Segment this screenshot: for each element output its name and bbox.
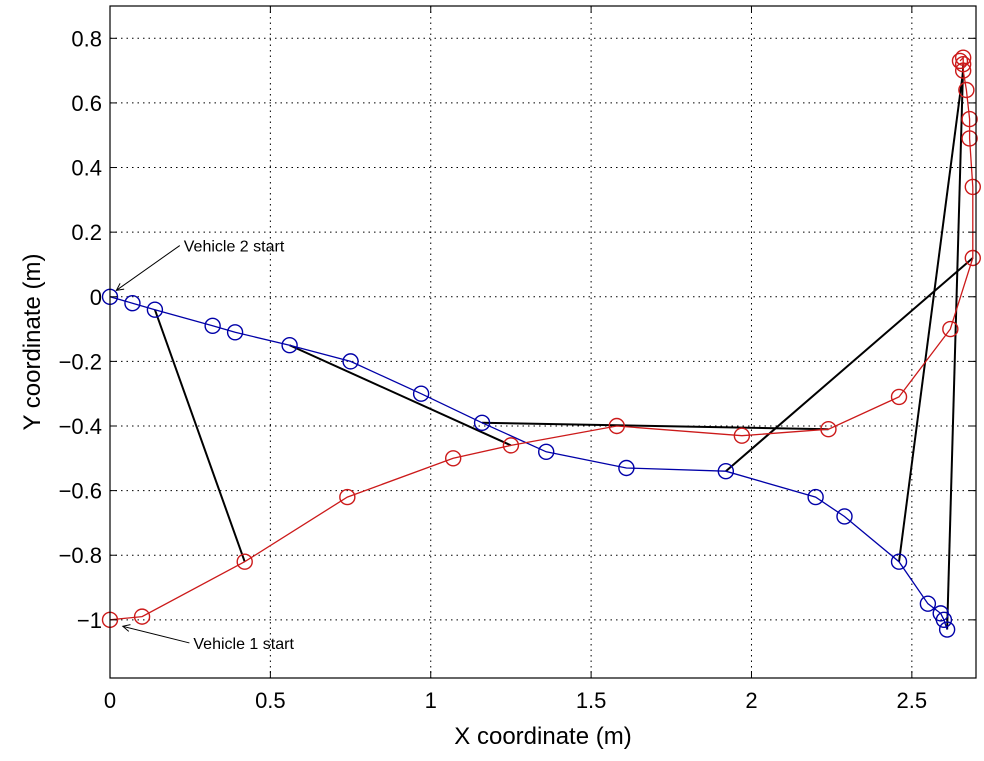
series-point xyxy=(124,295,141,312)
connector-line xyxy=(946,64,965,630)
series-point xyxy=(935,611,953,629)
series-point xyxy=(473,414,491,431)
x-axis-label: X coordinate (m) xyxy=(454,723,631,750)
y-axis-label: Y coordinate (m) xyxy=(19,254,46,431)
series-point xyxy=(226,324,244,341)
series-point xyxy=(964,249,981,267)
annotation-label: Vehicle 2 start xyxy=(184,239,285,256)
series-point xyxy=(942,320,959,338)
series-line xyxy=(109,56,974,621)
series-point xyxy=(836,508,853,525)
series-point xyxy=(954,49,972,66)
y-tick-label: 0 xyxy=(90,285,102,310)
connector-lines xyxy=(153,64,974,630)
annotations: Vehicle 2 start Vehicle 1 start xyxy=(115,239,294,653)
connector-line xyxy=(482,421,829,431)
annotation-arrowhead xyxy=(121,624,131,632)
series-1 xyxy=(101,288,956,638)
connector-line xyxy=(725,257,974,472)
series-point xyxy=(890,553,908,570)
y-tick-label: 0.6 xyxy=(71,91,102,116)
x-tick-label: 2 xyxy=(745,688,757,713)
series-point xyxy=(961,130,978,147)
series-point xyxy=(618,459,635,477)
y-tick-label: −0.8 xyxy=(59,543,102,568)
series-point xyxy=(146,301,164,318)
connector-line xyxy=(289,344,512,447)
y-tick-label: −0.2 xyxy=(59,349,102,374)
series-point xyxy=(538,443,555,461)
series-point xyxy=(938,621,956,638)
annotation-arrowhead xyxy=(115,283,125,291)
series-2 xyxy=(101,49,981,629)
x-tick-label: 1 xyxy=(425,688,437,713)
x-tick-label: 1.5 xyxy=(576,688,607,713)
series-point xyxy=(961,110,978,128)
series-point xyxy=(807,488,824,506)
series-point xyxy=(951,52,969,70)
x-tick-label: 0.5 xyxy=(255,688,286,713)
y-tick-label: −0.4 xyxy=(59,414,102,439)
annotation-arrow xyxy=(122,625,190,644)
y-tick-label: 0.8 xyxy=(71,26,102,51)
x-tick-label: 2.5 xyxy=(897,688,928,713)
plot-frame xyxy=(109,5,977,679)
y-tick-label: −1 xyxy=(77,608,102,633)
grid xyxy=(110,6,976,678)
connector-line xyxy=(898,70,965,562)
series-point xyxy=(342,353,359,370)
y-tick-label: 0.4 xyxy=(71,156,102,181)
series-point xyxy=(890,388,908,406)
annotation-arrow xyxy=(116,245,181,291)
axis-ticks: 0 0.5 1 1.5 2 2.5 −1 −0.8 −0.6 −0.4 −0.2 0 0.2 0.4 0.6… xyxy=(59,6,976,713)
annotation-label: Vehicle 1 start xyxy=(193,636,294,653)
series-line xyxy=(109,296,948,630)
series-point xyxy=(339,488,356,506)
series-point xyxy=(733,427,751,444)
x-tick-label: 0 xyxy=(104,688,116,713)
series-point xyxy=(717,463,735,480)
series-point xyxy=(502,437,520,454)
series-point xyxy=(919,595,937,612)
series-point xyxy=(236,553,253,570)
series-point xyxy=(954,55,972,73)
connector-line xyxy=(153,309,246,563)
series-point xyxy=(444,450,462,467)
series-point xyxy=(412,385,430,402)
y-tick-label: 0.2 xyxy=(71,220,102,245)
series-point xyxy=(608,417,625,435)
annotation-2: Vehicle 1 start xyxy=(121,624,294,653)
series-point xyxy=(954,62,972,79)
series-point xyxy=(820,421,837,438)
series-point xyxy=(133,608,151,625)
series-layer xyxy=(101,49,981,638)
series-point xyxy=(281,337,298,354)
series-point xyxy=(958,81,975,99)
annotation-1: Vehicle 2 start xyxy=(115,239,285,291)
y-tick-label: −0.6 xyxy=(59,479,102,504)
series-point xyxy=(964,178,981,196)
series-point xyxy=(204,317,221,335)
